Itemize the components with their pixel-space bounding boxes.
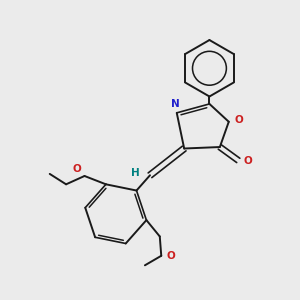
Text: N: N: [171, 99, 180, 109]
Text: O: O: [244, 156, 252, 166]
Text: O: O: [234, 115, 243, 125]
Text: H: H: [131, 168, 140, 178]
Text: O: O: [167, 251, 176, 261]
Text: O: O: [72, 164, 81, 175]
